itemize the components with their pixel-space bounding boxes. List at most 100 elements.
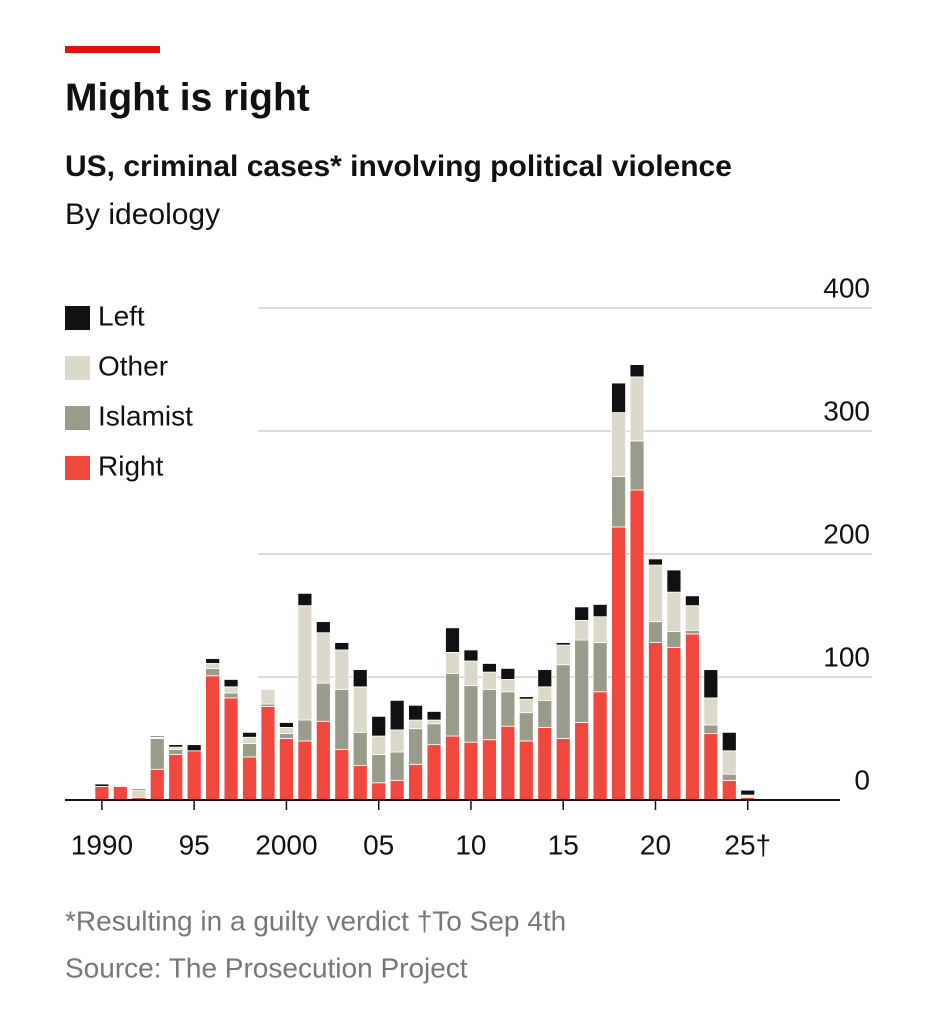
chart-subtitle-2: By ideology	[65, 198, 220, 231]
bar-segment	[574, 606, 590, 621]
bar-segment	[592, 616, 608, 643]
chart-subtitle: US, criminal cases* involving political …	[65, 150, 732, 183]
bar-segment	[371, 754, 387, 784]
bar-segment	[648, 564, 663, 623]
bar-segment	[186, 744, 202, 752]
legend-label: Islamist	[98, 400, 193, 431]
chart-title: Might is right	[65, 76, 310, 119]
bar-segment	[574, 639, 590, 723]
bar-segment	[426, 719, 442, 725]
bar-segment	[500, 679, 516, 693]
bar-segment	[168, 754, 184, 801]
bar-segment	[592, 691, 608, 801]
bar-segment	[389, 729, 405, 753]
bar-segment	[500, 667, 516, 680]
bar-segment	[721, 750, 737, 775]
bar-segment	[703, 697, 719, 726]
bar-segment	[389, 751, 405, 781]
source: Source: The Prosecution Project	[65, 952, 468, 983]
bar-segment	[537, 669, 553, 688]
bar-segment	[463, 741, 479, 801]
bar-segment	[445, 672, 460, 737]
bar-segment	[94, 783, 110, 787]
bar-segment	[223, 686, 239, 694]
x-tick-label: 15	[548, 829, 579, 860]
bar-segment	[223, 697, 239, 801]
bar-segment	[555, 644, 571, 666]
bar-segment	[371, 782, 387, 801]
bar-segment	[463, 685, 479, 743]
bar-segment	[592, 604, 608, 618]
bar-segment	[279, 738, 294, 801]
bar-segment	[500, 691, 516, 727]
legend-swatch	[65, 356, 90, 380]
bar-segment	[684, 633, 700, 801]
accent-bar	[65, 46, 160, 53]
bar-segment	[666, 569, 682, 593]
bar-segment	[574, 722, 590, 801]
legend-swatch	[65, 406, 90, 430]
bar-segment	[279, 727, 294, 734]
bar-segment	[168, 744, 184, 748]
x-tick-label: 95	[179, 829, 210, 860]
bar-segment	[260, 706, 276, 801]
bar-segment	[205, 663, 221, 669]
bar-segment	[297, 740, 313, 801]
bar-segment	[242, 743, 257, 758]
bar-segment	[500, 725, 516, 801]
bar-segment	[315, 720, 331, 801]
bar-segment	[629, 489, 645, 801]
bar-segment	[684, 595, 700, 607]
legend-label: Left	[98, 300, 145, 331]
bar-segment	[445, 735, 460, 801]
bar-segment	[186, 750, 202, 801]
y-tick-label: 100	[823, 641, 870, 672]
bar-segment	[168, 749, 184, 755]
bar-segment	[334, 649, 350, 690]
bar-segment	[721, 779, 737, 801]
bar-segment	[666, 647, 682, 801]
bar-segment	[352, 669, 368, 688]
bar-segment	[242, 731, 257, 738]
bar-segment	[279, 733, 294, 739]
bar-segment	[611, 382, 626, 413]
bar-segment	[537, 727, 553, 801]
bar-segment	[205, 658, 221, 664]
bar-segment	[352, 686, 368, 733]
bar-segment	[371, 735, 387, 755]
bar-segment	[352, 731, 368, 766]
bar-segment	[721, 731, 737, 752]
bar-segment	[629, 440, 645, 491]
bar-segment	[297, 719, 313, 742]
bar-segment	[629, 376, 645, 442]
legend-swatch	[65, 456, 90, 480]
bar-segment	[205, 675, 221, 801]
bar-segment	[149, 768, 165, 801]
bar-segment	[149, 738, 165, 770]
bar-segment	[426, 744, 442, 801]
bar-segment	[555, 642, 571, 646]
bar-segment	[518, 712, 534, 742]
bar-segment	[445, 627, 460, 653]
bar-segment	[684, 605, 700, 631]
bar-segment	[408, 763, 423, 801]
bar-segment	[223, 692, 239, 699]
x-tick-label: 25†	[724, 829, 771, 860]
bar-segment	[371, 715, 387, 737]
bar-segment	[555, 664, 571, 739]
bar-segment	[648, 642, 663, 801]
bar-segment	[408, 704, 423, 721]
bar-segment	[334, 642, 350, 651]
bar-segment	[703, 724, 719, 734]
bar-segment	[315, 621, 331, 634]
x-tick-label: 05	[363, 829, 394, 860]
bar-segment	[352, 765, 368, 801]
bar-segment	[740, 789, 756, 796]
x-tick-label: 10	[455, 829, 486, 860]
bar-segment	[242, 736, 257, 744]
legend-swatch	[65, 306, 90, 330]
bar-segment	[131, 789, 147, 798]
bar-segment	[537, 699, 553, 728]
bar-segment	[555, 738, 571, 801]
bar-segment	[315, 632, 331, 684]
